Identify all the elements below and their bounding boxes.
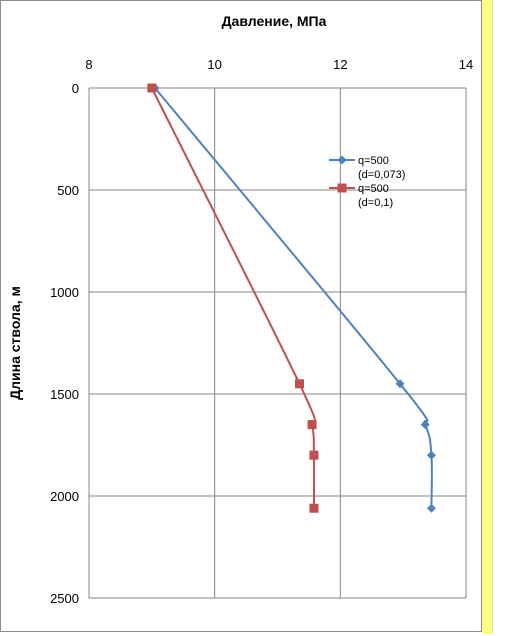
data-point [426, 503, 436, 513]
y-axis-title: Длина ствола, м [7, 286, 23, 400]
x-tick-label: 12 [333, 57, 347, 72]
data-point [426, 450, 436, 460]
data-point [307, 420, 317, 430]
legend-label: q=500 [358, 183, 389, 195]
y-tick-labels: 0 500 1000 1500 2000 2500 [50, 81, 79, 606]
data-point [309, 503, 319, 513]
legend-label: (d=0,073) [358, 169, 405, 181]
legend-marker [337, 183, 347, 193]
x-tick-label: 8 [85, 57, 92, 72]
data-point [294, 379, 304, 389]
legend-item-1: q=500 (d=0,1) [329, 183, 393, 209]
x-tick-label: 14 [459, 57, 473, 72]
yellow-strip [482, 0, 492, 634]
series-line [150, 87, 316, 509]
series-line [154, 87, 433, 509]
y-tick-label: 2500 [50, 591, 79, 606]
chart-area: 8 10 12 14 0 500 1000 1500 2000 2500 Давление, М… [0, 0, 482, 632]
legend-marker [337, 155, 347, 165]
data-point [395, 379, 405, 389]
y-tick-label: 1000 [50, 285, 79, 300]
y-tick-label: 1500 [50, 387, 79, 402]
data-point [147, 83, 157, 93]
legend-item-0: q=500 (d=0,073) [329, 155, 405, 181]
right-margin [492, 0, 524, 634]
x-axis-title: Давление, МПа [222, 13, 327, 29]
series-layer [147, 83, 436, 513]
data-point [309, 450, 319, 460]
line-chart: 8 10 12 14 0 500 1000 1500 2000 2500 Давление, М… [7, 13, 473, 606]
legend-label: q=500 [358, 155, 389, 167]
y-tick-label: 500 [57, 183, 79, 198]
data-point [420, 420, 430, 430]
legend-label: (d=0,1) [358, 197, 393, 209]
gridlines [88, 87, 467, 599]
legend: q=500 (d=0,073) q=500 (d=0,1) [329, 155, 405, 209]
x-tick-labels: 8 10 12 14 [85, 57, 473, 72]
series-0 [150, 83, 436, 513]
series-1 [147, 83, 319, 513]
y-tick-label: 0 [72, 81, 79, 96]
y-tick-label: 2000 [50, 489, 79, 504]
x-tick-label: 10 [207, 57, 221, 72]
